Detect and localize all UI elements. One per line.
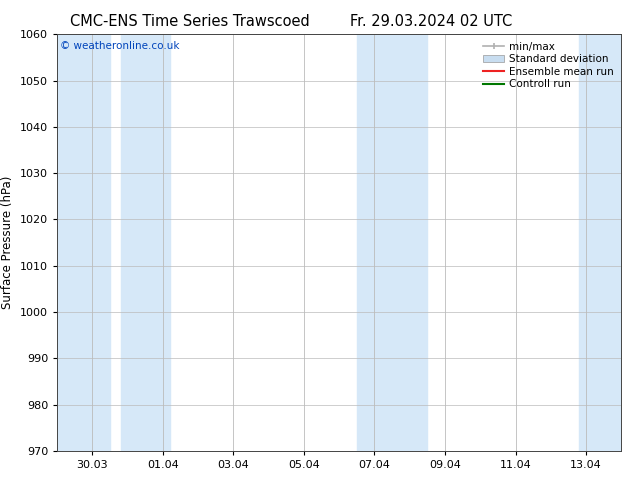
Bar (57, 34, 110, 451)
Bar (357, 34, 427, 451)
Bar (120, 34, 170, 451)
Bar (579, 34, 621, 451)
Text: Fr. 29.03.2024 02 UTC: Fr. 29.03.2024 02 UTC (350, 14, 512, 29)
Y-axis label: Surface Pressure (hPa): Surface Pressure (hPa) (1, 176, 15, 309)
Legend: min/max, Standard deviation, Ensemble mean run, Controll run: min/max, Standard deviation, Ensemble me… (481, 40, 616, 92)
Text: © weatheronline.co.uk: © weatheronline.co.uk (60, 41, 179, 50)
Text: CMC-ENS Time Series Trawscoed: CMC-ENS Time Series Trawscoed (70, 14, 310, 29)
